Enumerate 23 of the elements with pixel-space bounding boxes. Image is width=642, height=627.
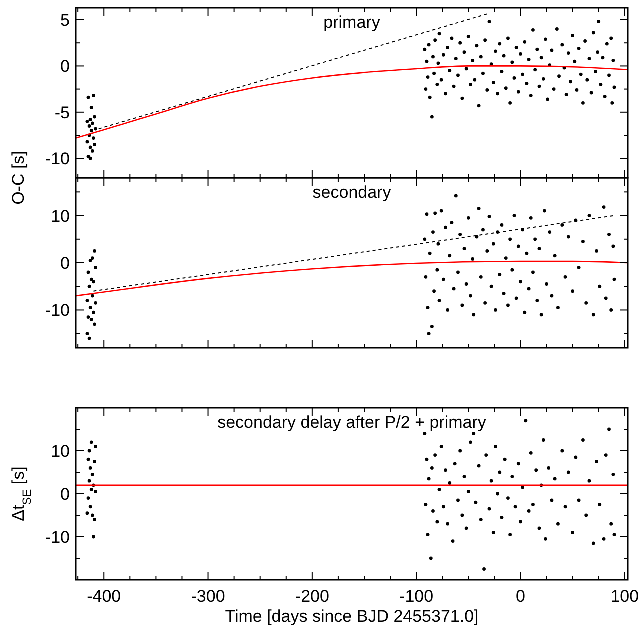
x-axis-title: Time [days since BJD 2455371.0] [225,607,479,626]
x-tick-label: -100 [400,587,434,606]
y-tick-label: -10 [45,150,70,169]
chart-title: primary [324,13,381,32]
x-tick-label: -300 [191,587,226,606]
chart-title: secondary [312,183,392,202]
y-tick-label: 0 [60,485,70,504]
line-series [76,260,628,297]
y-tick-label: -10 [45,528,70,547]
y-tick-label: 5 [60,11,70,30]
x-tick-label: -200 [295,587,330,606]
chart-title: secondary delay after P/2 + primary [218,413,487,432]
y-tick-label: 10 [51,206,70,226]
x-tick-label: -400 [87,587,122,606]
y-tick-label: -5 [54,103,70,122]
x-tick-label: 0 [516,587,526,606]
y-tick-label: 10 [51,442,70,461]
line-series [76,66,628,139]
y-tick-label: 0 [60,57,70,76]
y-tick-label: 0 [60,254,70,273]
y-tick-label: -10 [45,301,70,320]
x-tick-label: 100 [610,587,640,606]
y-axis-title: O-C [s] [9,151,28,205]
